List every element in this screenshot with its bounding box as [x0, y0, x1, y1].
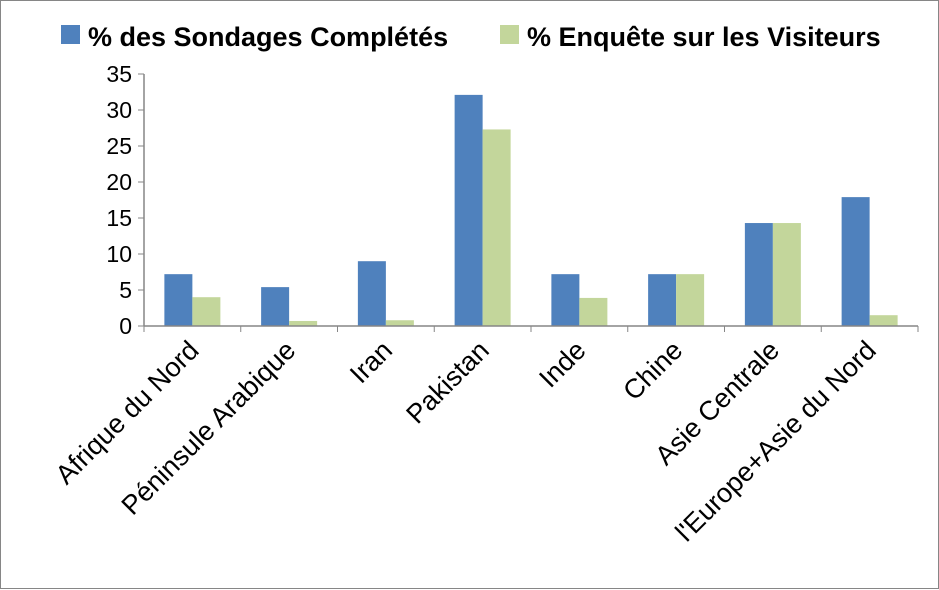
y-tick-label: 10 [106, 241, 132, 267]
y-tick-label: 35 [106, 61, 132, 87]
legend-label-0: % des Sondages Complétés [88, 22, 448, 52]
bar-series-0-7 [841, 197, 870, 326]
category-label: Pakistan [400, 335, 494, 429]
bar-series-1-5 [676, 274, 705, 326]
legend: % des Sondages Complétés % Enquête sur l… [61, 22, 881, 52]
legend-label-1: % Enquête sur les Visiteurs [527, 22, 881, 52]
y-tick-label: 20 [106, 169, 132, 195]
bar-series-0-0 [164, 274, 193, 326]
bar-series-0-3 [454, 94, 483, 326]
bar-series-1-3 [482, 129, 511, 326]
category-label: Chine [617, 335, 688, 406]
y-tick-label: 15 [106, 205, 132, 231]
bar-series-0-5 [648, 274, 677, 326]
bar-series-0-4 [551, 274, 580, 326]
axes [143, 74, 919, 332]
y-axis-ticks: 0 5 10 15 20 25 30 35 [106, 61, 144, 339]
bar-series-1-6 [772, 223, 801, 326]
bar-series-1-1 [289, 320, 318, 326]
legend-swatch-0 [61, 25, 80, 44]
category-label: l'Europe+Asie du Nord [670, 335, 882, 547]
bars [164, 94, 898, 326]
y-tick-label: 30 [106, 97, 132, 123]
bar-series-0-2 [357, 261, 386, 326]
y-tick-label: 25 [106, 133, 132, 159]
bar-series-1-7 [869, 315, 898, 326]
category-label: Iran [344, 335, 398, 389]
bar-series-0-1 [261, 287, 290, 326]
bar-series-1-4 [579, 297, 608, 326]
category-label: Inde [533, 335, 591, 393]
bar-series-1-2 [385, 320, 414, 326]
category-label: Péninsule Arabique [116, 335, 302, 521]
y-tick-label: 5 [119, 277, 132, 303]
bar-series-1-0 [192, 297, 221, 326]
legend-swatch-1 [500, 25, 519, 44]
y-tick-label: 0 [119, 313, 132, 339]
bar-series-0-6 [744, 223, 773, 326]
